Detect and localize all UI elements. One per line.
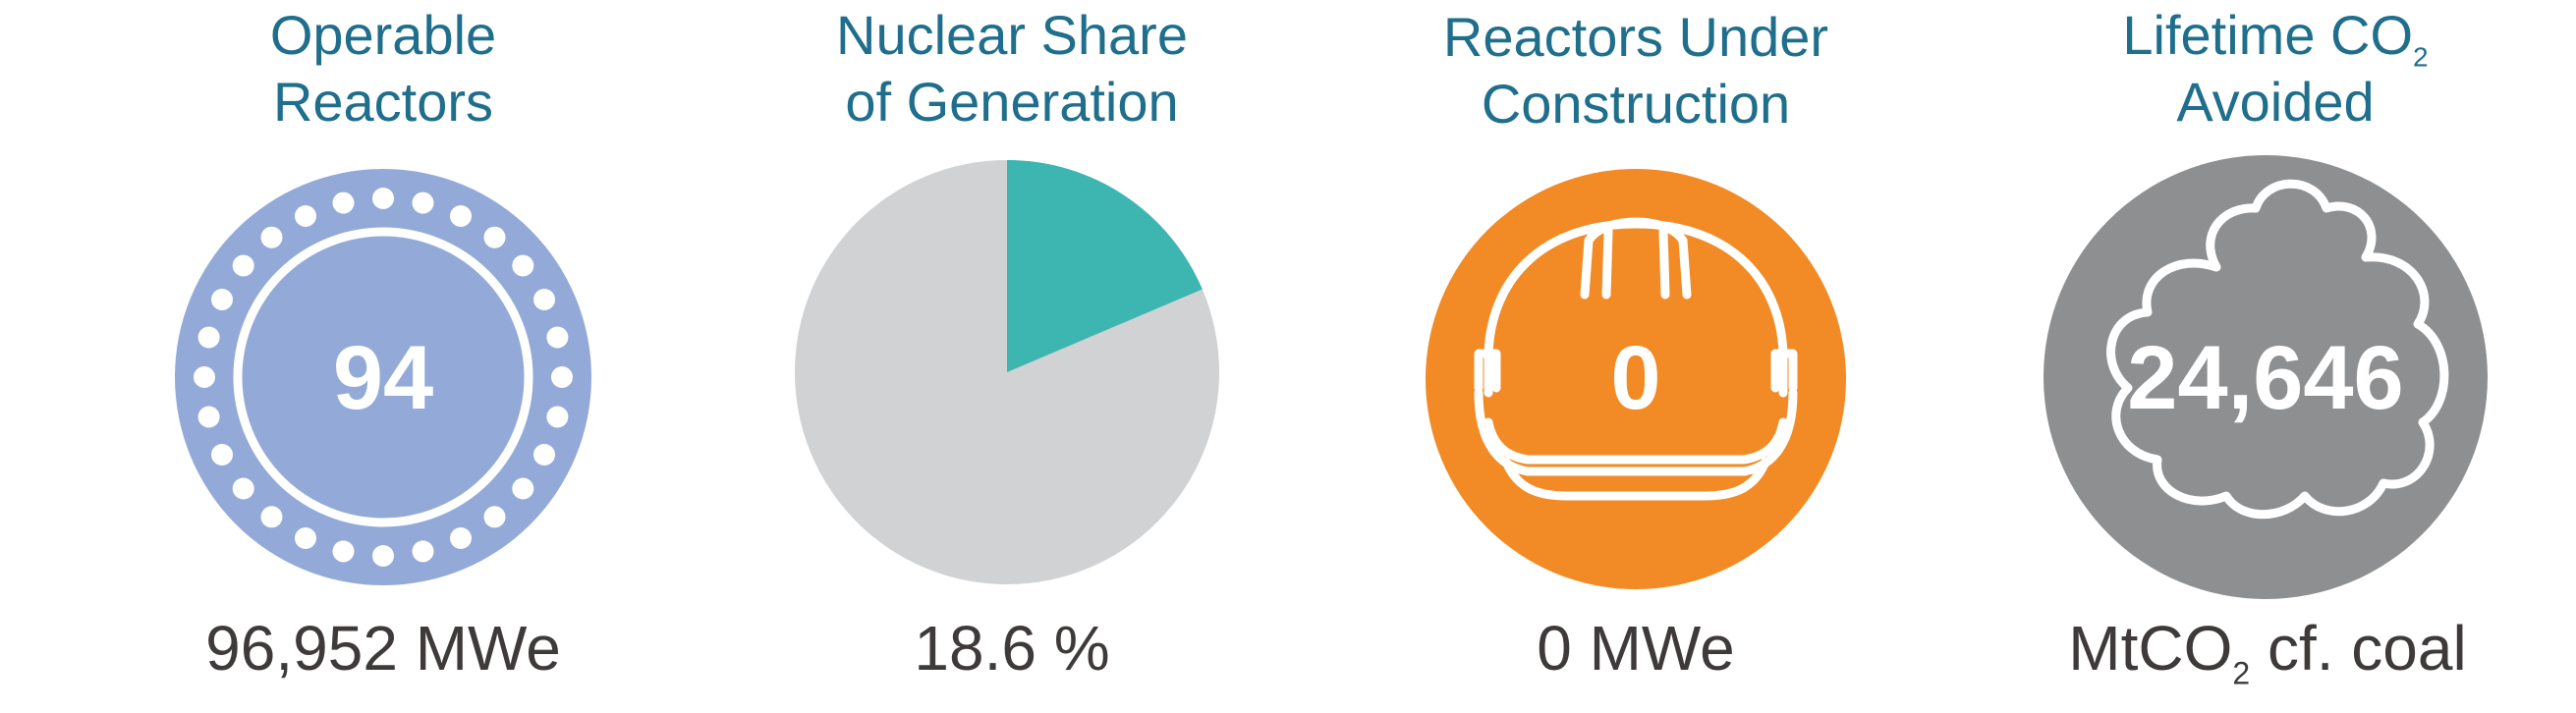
panel-title: Operable Reactors (79, 2, 688, 136)
co2-avoided-unit: MtCO2 cf. coal (1963, 609, 2572, 691)
cloud-icon (2044, 155, 2488, 599)
co2-avoided-panel: Lifetime CO2 Avoided 24,646 MtCO2 cf. co… (1971, 0, 2576, 713)
operable-reactors-panel: Operable Reactors 94 96,952 MWe (79, 0, 688, 713)
reactor-ring-dot (412, 192, 434, 214)
title-line: Construction (1481, 73, 1791, 135)
reactor-ring-dot (372, 188, 394, 209)
panel-title: Reactors Under Construction (1331, 4, 1940, 137)
title-line: Nuclear Share (836, 4, 1188, 66)
reactor-ring-dot (332, 540, 355, 563)
under-construction-capacity: 0 MWe (1537, 613, 1735, 684)
reactor-ring-dot (197, 326, 220, 349)
reactor-ring-dot (260, 506, 283, 528)
reactor-ring-dot (232, 477, 254, 500)
pie-chart-icon (795, 160, 1219, 584)
reactor-ring-dot (546, 326, 569, 349)
caption-suffix: cf. coal (2250, 613, 2467, 684)
reactor-ring-dot (211, 289, 233, 310)
title-line: Operable (269, 4, 497, 66)
reactor-ring-dot (533, 289, 555, 310)
reactor-ring-dot (372, 545, 394, 567)
reactor-ring-dot (450, 527, 472, 549)
nuclear-share-value: 18.6 % (914, 613, 1110, 684)
title-text: Lifetime CO (2122, 4, 2414, 66)
reactor-ring-dot (412, 540, 434, 563)
co2-avoided-value: 24,646 (2127, 328, 2404, 428)
under-construction-count: 0 (1610, 328, 1661, 428)
title-line: Lifetime CO2 (1971, 2, 2576, 71)
reactor-ring-dot (450, 205, 472, 227)
title-line: Avoided (2176, 71, 2375, 133)
reactor-ring-dot (260, 226, 283, 248)
reactor-core-icon (175, 169, 591, 585)
reactor-ring-dot (295, 205, 316, 227)
reactor-ring-dot (551, 366, 573, 388)
reactor-ring-dot (232, 254, 254, 277)
hard-hat-icon (1426, 169, 1846, 589)
reactor-ring-dot (546, 406, 569, 428)
reactor-ring-dot (194, 366, 215, 388)
nuclear-share-panel: Nuclear Share of Generation 18.6 % (707, 0, 1316, 713)
operable-reactors-count: 94 (332, 328, 434, 428)
caption-prefix: MtCO (2068, 613, 2233, 684)
reactor-ring-dot (211, 444, 233, 466)
reactor-ring-dot (197, 406, 220, 428)
title-line: Reactors (272, 71, 494, 133)
caption-subscript: 2 (2232, 655, 2251, 691)
reactor-ring-dot (512, 477, 534, 500)
reactor-ring-dot (533, 444, 555, 466)
title-line: of Generation (845, 71, 1179, 133)
reactor-ring-dot (512, 254, 534, 277)
title-subscript: 2 (2413, 41, 2429, 73)
reactor-ring-dot (295, 527, 316, 549)
reactor-ring-dot (483, 226, 506, 248)
operable-capacity: 96,952 MWe (205, 613, 561, 684)
pie-slice-nuclear-share (1007, 160, 1203, 372)
reactor-ring-dot (483, 506, 506, 528)
reactor-ring-dot (332, 192, 355, 214)
title-line: Reactors Under (1442, 6, 1829, 68)
under-construction-panel: Reactors Under Construction 0 0 MWe (1331, 0, 1940, 713)
panel-title: Nuclear Share of Generation (707, 2, 1316, 136)
panel-title: Lifetime CO2 Avoided (1971, 2, 2576, 136)
